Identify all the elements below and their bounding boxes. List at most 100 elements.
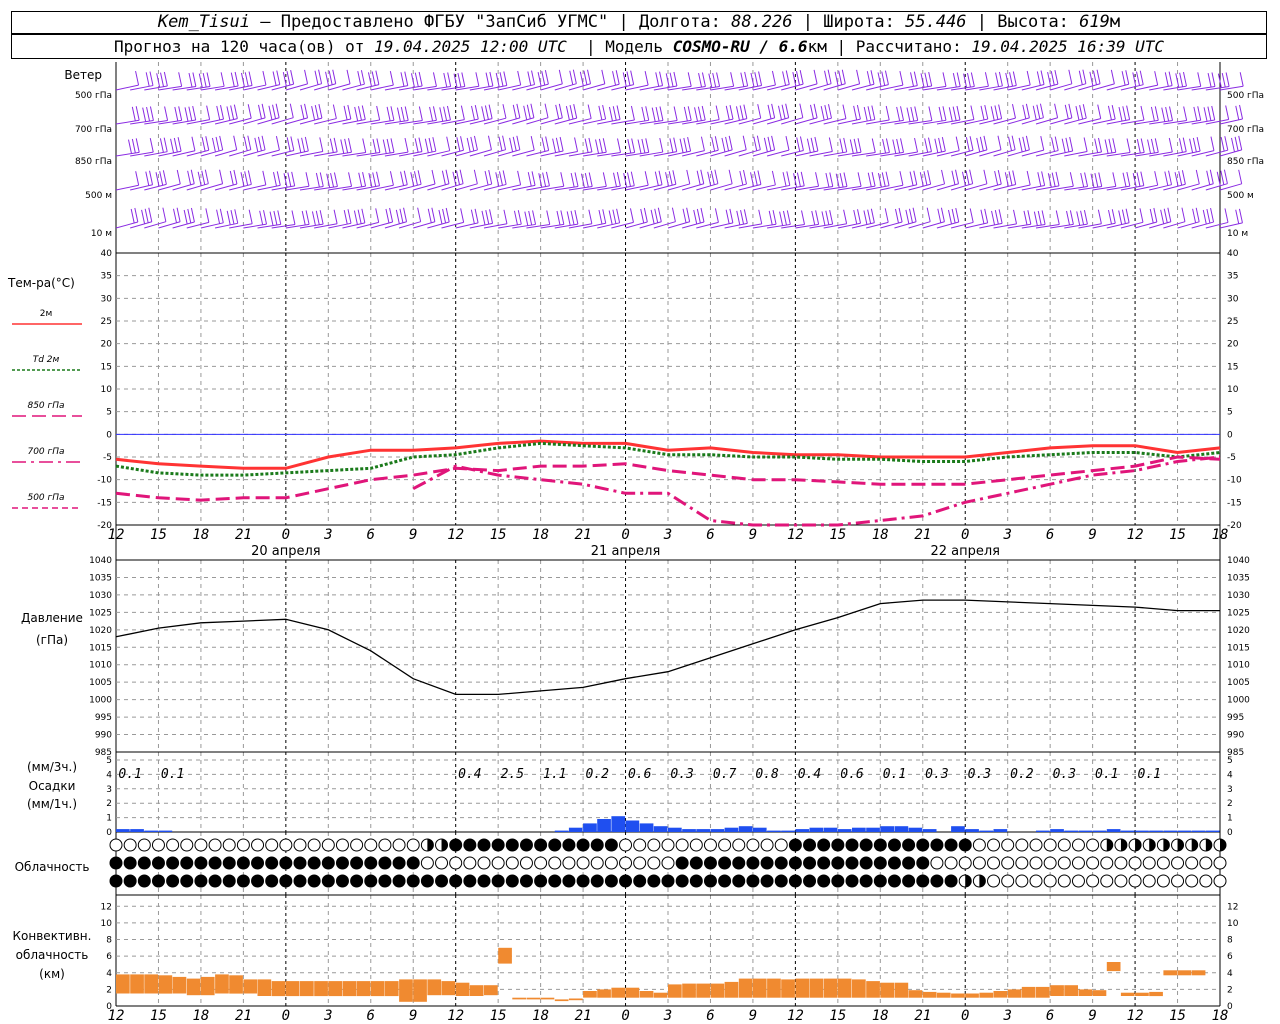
wind-barb-flag (376, 171, 381, 186)
wind-barb-flag (456, 137, 461, 152)
temp-ytick-right: 10 (1227, 385, 1239, 395)
cloud-symbol (406, 874, 420, 888)
cloud-symbol (944, 874, 958, 888)
cloud-symbol (392, 838, 406, 852)
wind-barb (1205, 149, 1228, 157)
cloud-symbol (392, 874, 406, 888)
wind-barb-flag (659, 106, 664, 121)
wind-barb-flag (1192, 137, 1197, 153)
wind-barb-flag (290, 70, 295, 85)
wind-barb-flag (892, 139, 897, 154)
wind-barb-flag (643, 207, 648, 223)
conv-bar (767, 978, 781, 998)
wind-barb-flag (961, 171, 966, 186)
wind-barb-flag (1182, 71, 1187, 87)
wind-barb-flag (782, 210, 787, 226)
cloud-symbol (180, 838, 194, 852)
wind-barb (922, 85, 947, 91)
wind-barb-flag (700, 207, 705, 223)
wind-barb-flag (1023, 210, 1028, 225)
cloud-symbol (123, 838, 137, 852)
wind-barb-flag (885, 105, 890, 121)
cloud-symbol (619, 856, 633, 870)
wind-barb (1106, 119, 1130, 125)
cloud-symbol (208, 856, 222, 870)
wind-barb (512, 149, 535, 157)
conv-bar (441, 981, 456, 996)
cloud-symbol (222, 838, 236, 852)
wind-barb-flag (644, 71, 649, 86)
conv-bar (328, 981, 342, 997)
wind-barb-flag (262, 170, 267, 185)
wind-barb-flag (410, 172, 415, 187)
wind-barb (144, 120, 168, 125)
wind-barb-flag (362, 172, 367, 187)
cloud-symbol (987, 838, 1001, 852)
wind-barb-flag (716, 72, 721, 87)
conv-bar (512, 997, 526, 1000)
cloud-symbol (1213, 874, 1227, 888)
cloud-symbol (449, 838, 463, 852)
wind-barb-flag (333, 209, 338, 224)
cloud-symbol (746, 856, 760, 870)
cloud-symbol (562, 874, 576, 888)
cloud-symbol (604, 874, 618, 888)
wind-barb-flag (502, 170, 507, 185)
wind-barb (568, 151, 593, 157)
cloud-symbol (944, 838, 958, 852)
wind-barb-flag (447, 72, 452, 87)
conv-bar (1191, 970, 1206, 976)
wind-barb-flag (183, 209, 188, 225)
wind-barb-flag (952, 72, 957, 88)
wind-barb-flag (367, 72, 372, 87)
wind-barb-flag (357, 106, 362, 121)
cloud-symbol-half (1135, 839, 1142, 851)
conv-bar (696, 983, 710, 998)
wind-barb-flag (900, 138, 905, 153)
wind-barb-flag (1110, 69, 1115, 85)
wind-barb-flag (1154, 106, 1159, 121)
wind-barb (314, 223, 338, 229)
wind-barb-flag (771, 103, 776, 118)
prec-bar (144, 830, 158, 832)
model-unit: км (807, 37, 827, 56)
wind-barb-flag (542, 172, 547, 187)
wind-barb-flag (418, 106, 423, 121)
pres-ytick-right: 1020 (1227, 626, 1250, 636)
wind-barb-flag (792, 71, 797, 87)
wind-barb-flag (617, 138, 621, 153)
cloud-symbol (477, 856, 491, 870)
wind-barb-flag (340, 139, 345, 154)
wind-barb-flag (569, 105, 574, 120)
cloud-symbol (902, 874, 916, 888)
wind-barb-flag (841, 69, 846, 84)
wind-barb-flag (990, 106, 995, 121)
cloud-symbol (364, 838, 378, 852)
wind-barb-flag (403, 207, 408, 222)
wind-barb-flag (1009, 72, 1014, 87)
wind-barb-flag (1224, 208, 1229, 223)
prec-3h-label: 0.2 (1010, 767, 1034, 782)
cloud-symbol (930, 838, 944, 852)
wind-barb-flag (438, 209, 443, 225)
wind-barb-flag (654, 171, 659, 186)
wind-barb-flag (489, 209, 494, 224)
pres-ytick: 1035 (89, 573, 112, 583)
wind-barb-flag (683, 137, 688, 153)
conv-bar (314, 981, 328, 997)
prec-bar (597, 819, 611, 832)
cloud-symbol (505, 838, 519, 852)
cloud-symbol (689, 838, 703, 852)
wind-barb-flag (735, 106, 740, 121)
cloud-symbol (661, 874, 675, 888)
conv-bar (540, 997, 555, 1000)
cloud-symbol (1142, 856, 1156, 870)
wind-barb-flag (418, 71, 423, 87)
wind-barb-flag (361, 105, 366, 120)
wind-barb-flag (149, 170, 154, 185)
wind-barb-flag (1032, 105, 1037, 120)
cloud-symbol (958, 856, 972, 870)
cloud-symbol (548, 874, 562, 888)
x-hour-label: 3 (1002, 527, 1011, 543)
wind-barb-flag (431, 169, 436, 185)
